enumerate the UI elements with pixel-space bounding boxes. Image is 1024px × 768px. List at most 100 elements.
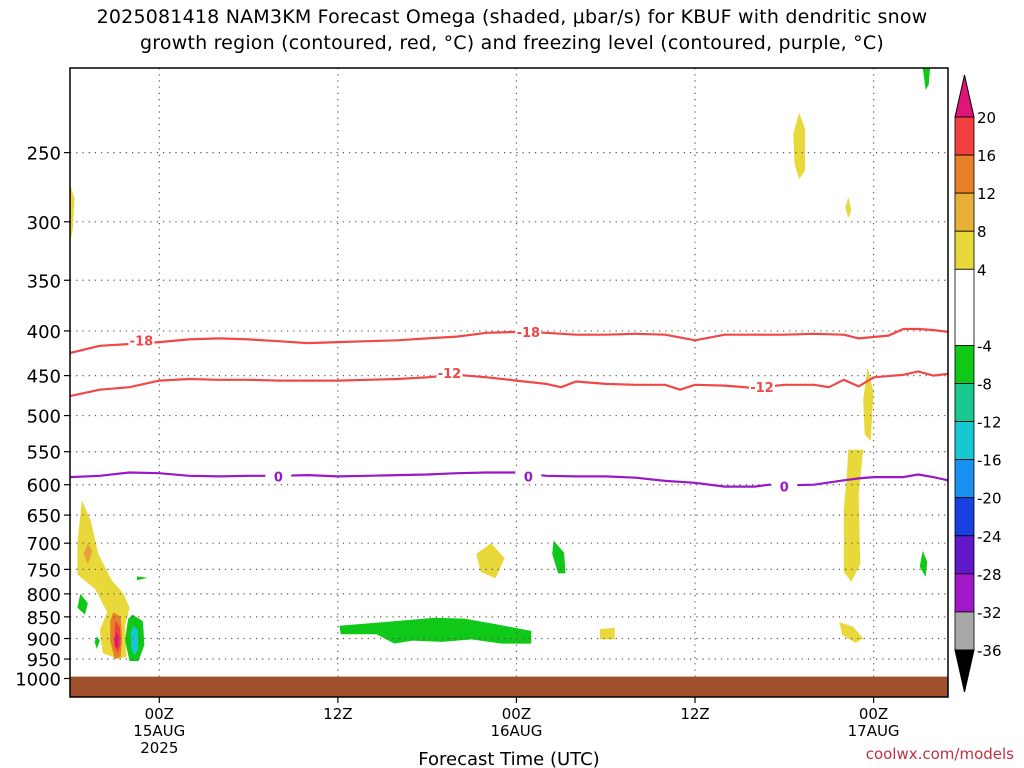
colorbar-tick-label--20: -20	[977, 490, 1002, 508]
colorbar-tick-label-8: 8	[977, 223, 987, 241]
omega-region-13	[83, 543, 93, 565]
contour-label-bg	[515, 323, 542, 339]
colorbar-band-11	[954, 573, 975, 613]
omega-shading-layer	[70, 68, 931, 661]
y-tick-label-300: 300	[27, 213, 61, 234]
y-tick-label-800: 800	[27, 585, 61, 606]
y-tick-label-900: 900	[27, 630, 61, 651]
colorbar-band-2	[954, 192, 975, 232]
colorbar-tick-label--8: -8	[977, 376, 992, 394]
colorbar-tick-label-20: 20	[977, 109, 996, 127]
contour-label-bg	[748, 379, 775, 395]
omega-region-21	[131, 625, 139, 656]
credit-text: coolwx.com/models	[866, 745, 1014, 763]
contour-label--18-0: -18	[130, 334, 154, 349]
y-tick-label-500: 500	[27, 407, 61, 428]
y-tick-label-700: 700	[27, 534, 61, 555]
omega-region-10	[919, 550, 928, 577]
omega-region-7	[476, 543, 505, 579]
x-tick-sublabel: 17AUG	[848, 722, 900, 740]
colorbar-band-7	[954, 421, 975, 461]
colorbar-band-1	[954, 154, 975, 194]
contour-label-bg	[128, 332, 155, 348]
contour-label-bg	[436, 365, 463, 381]
omega-region-17	[77, 593, 88, 615]
y-tick-label-550: 550	[27, 443, 61, 464]
omega-region-11	[339, 617, 532, 644]
colorbar-tick-label--4: -4	[977, 337, 992, 355]
colorbar-tick-label--16: -16	[977, 452, 1002, 470]
x-tick-label: 12Z	[680, 705, 709, 723]
colorbar-band-5	[954, 345, 975, 384]
y-tick-label-750: 750	[27, 560, 61, 581]
y-tick-label-1000: 1000	[15, 669, 61, 690]
colorbar-tick-label-16: 16	[977, 147, 996, 165]
colorbar-top-arrow	[954, 74, 975, 118]
plot-border	[69, 67, 949, 698]
omega-region-16	[114, 632, 119, 649]
y-axis: 2503003504004505005506006507007508008509…	[15, 144, 70, 690]
colorbar-band-0	[954, 116, 975, 156]
terrain-layer	[70, 676, 948, 697]
contour-label-bg	[515, 468, 542, 484]
x-tick-sublabel: 15AUG	[133, 722, 185, 740]
omega-region-8	[599, 627, 615, 640]
contour-label-0-2: 0	[780, 481, 789, 496]
x-tick-label: 12Z	[323, 705, 352, 723]
colorbar-band-12	[954, 611, 975, 651]
contour-layer: -18 -18 -12 -12 0 0 0	[69, 323, 949, 496]
y-tick-label-400: 400	[27, 322, 61, 343]
x-tick-sublabel: 16AUG	[490, 722, 542, 740]
chart-title-line1: 2025081418 NAM3KM Forecast Omega (shaded…	[96, 6, 928, 28]
contour-label-bg	[265, 468, 292, 484]
colorbar-bottom-arrow	[954, 649, 975, 693]
contour-label-bg	[771, 478, 798, 494]
omega-region-0	[922, 68, 931, 91]
colorbar-band-3	[954, 230, 975, 270]
colorbar-band-6	[954, 383, 975, 422]
colorbar-tick-label--28: -28	[977, 566, 1002, 584]
colorbar-tick-label--32: -32	[977, 604, 1002, 622]
omega-region-3	[845, 197, 852, 218]
x-tick-label: 00Z	[502, 705, 531, 723]
contour-label-0-0: 0	[274, 470, 283, 485]
terrain-fill	[70, 676, 948, 697]
omega-region-1	[70, 184, 75, 244]
contour-label--12-0: -12	[438, 367, 462, 382]
contour-label--12-1: -12	[750, 381, 774, 396]
contour-line--12	[69, 370, 949, 398]
y-tick-label-950: 950	[27, 650, 61, 671]
colorbar-tick-label-4: 4	[977, 261, 987, 279]
x-tick-label: 00Z	[145, 705, 174, 723]
colorbar: 20 16 12 8 4 -4 -8 -12 -16 -20 -24 -28 -32 -36	[954, 74, 1002, 693]
grid-layer	[70, 68, 948, 677]
x-axis-title: Forecast Time (UTC)	[418, 749, 599, 768]
contour-label-0-1: 0	[524, 470, 533, 485]
contour-line-0	[69, 471, 949, 488]
colorbar-tick-label--12: -12	[977, 414, 1002, 432]
colorbar-band-4	[954, 268, 975, 346]
x-tick-label: 00Z	[859, 705, 888, 723]
x-tick-year: 2025	[140, 739, 178, 757]
colorbar-band-10	[954, 535, 975, 575]
y-tick-label-350: 350	[27, 271, 61, 292]
omega-region-18	[137, 576, 148, 581]
y-tick-label-850: 850	[27, 608, 61, 629]
colorbar-tick-label--36: -36	[977, 642, 1002, 660]
omega-region-19	[94, 636, 100, 649]
chart-title-line2: growth region (contoured, red, °C) and f…	[140, 32, 884, 54]
omega-region-9	[552, 540, 566, 574]
omega-region-2	[793, 112, 806, 179]
omega-region-6	[839, 622, 864, 643]
omega-region-4	[843, 449, 864, 582]
contour-line--18	[69, 327, 949, 355]
y-tick-label-600: 600	[27, 476, 61, 497]
y-tick-label-650: 650	[27, 506, 61, 527]
colorbar-band-9	[954, 497, 975, 537]
colorbar-tick-label-12: 12	[977, 185, 996, 203]
plot-frame	[69, 67, 949, 698]
colorbar-band-8	[954, 459, 975, 499]
contour-label--18-1: -18	[517, 326, 541, 341]
